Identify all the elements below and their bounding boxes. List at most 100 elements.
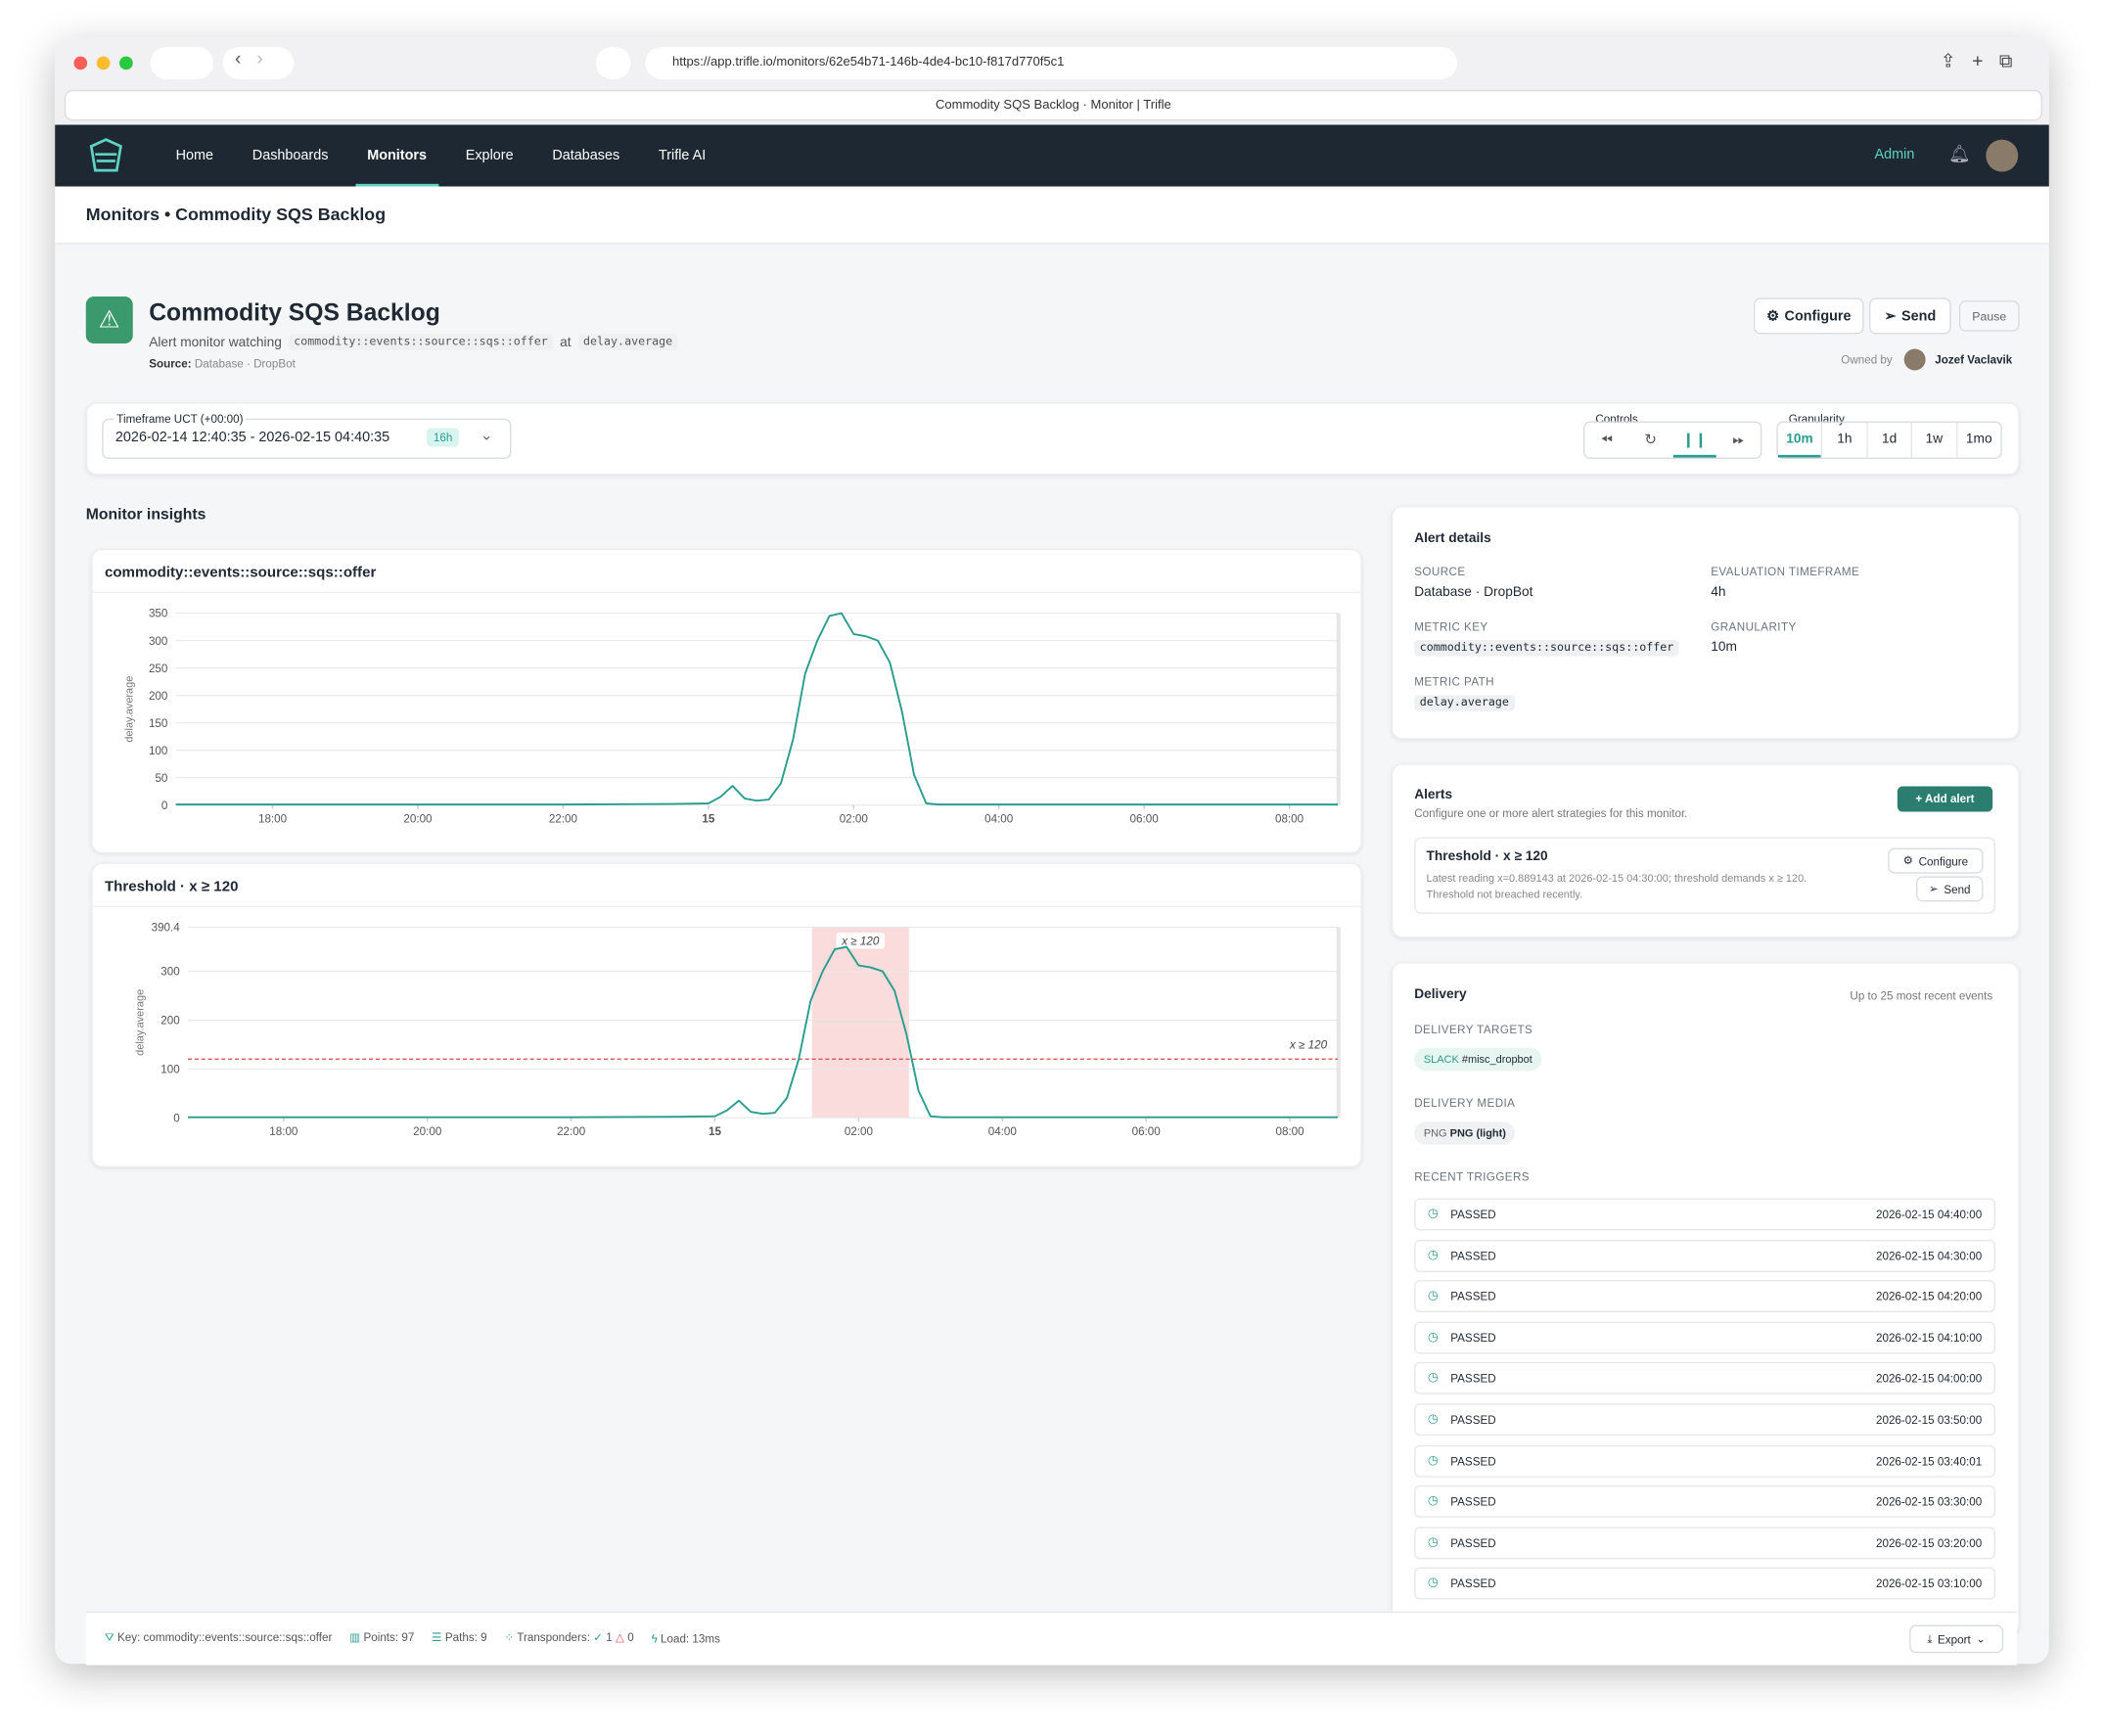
browser-actions[interactable]: ⇪+⧉	[1940, 49, 2030, 71]
extension[interactable]	[595, 46, 631, 79]
target: #misc_dropbot	[1461, 1053, 1532, 1066]
trigger-time: 2026-02-15 04:30:00	[1875, 1249, 1983, 1262]
trigger-time: 2026-02-15 04:20:00	[1875, 1289, 1983, 1303]
trigger-time: 2026-02-15 03:40:01	[1875, 1453, 1983, 1468]
x-tick-label: 20:00	[413, 1125, 442, 1138]
configure-button[interactable]: ⚙︎ Configure	[1754, 297, 1864, 335]
chart-title: commodity::events::source::sqs::offer	[104, 565, 377, 581]
x-tick-label: 18:00	[269, 1125, 298, 1138]
status-icon: ◷	[1427, 1206, 1439, 1220]
trigger-time: 2026-02-15 04:00:00	[1875, 1371, 1983, 1386]
trigger-status: PASSED	[1450, 1371, 1496, 1386]
granularity-option[interactable]: 1w	[1910, 422, 1956, 458]
nav-arrows[interactable]: ‹ ›	[222, 46, 295, 79]
timeframe-range: 2026-02-14 12:40:35 - 2026-02-15 04:40:3…	[114, 429, 390, 446]
x-tick-label: 20:00	[403, 813, 433, 826]
target-type: SLACK	[1423, 1053, 1459, 1066]
trigger-row: ◷ PASSED 2026-02-15 03:40:01	[1414, 1444, 1995, 1478]
status-icon: ◷	[1427, 1534, 1439, 1549]
card-title: Delivery	[1414, 987, 1467, 1003]
divider	[91, 905, 1361, 907]
send-button[interactable]: ➢ Send	[1869, 297, 1951, 335]
granularity: 10m 1h 1d 1w 1mo	[1776, 421, 2002, 459]
timeframe-badge: 16h	[427, 428, 460, 447]
granularity-option[interactable]: 1h	[1821, 422, 1866, 458]
button-label: Export	[1938, 1632, 1971, 1646]
add-alert-button[interactable]: + Add alert	[1897, 786, 1993, 812]
sidebar-toggle[interactable]	[150, 46, 214, 79]
alert-item	[1414, 837, 1995, 914]
field-value: Database · DropBot	[1414, 584, 1533, 600]
owner-avatar	[1903, 348, 1926, 371]
delivery-note: Up to 25 most recent events	[1850, 988, 1993, 1003]
plot-edge	[1336, 927, 1341, 1119]
trigger-time: 2026-02-15 03:10:00	[1875, 1576, 1983, 1591]
monitor-title: Commodity SQS Backlog	[149, 298, 440, 327]
breach-label: x ≥ 120	[841, 935, 880, 947]
threshold-label: x ≥ 120	[1289, 1038, 1328, 1051]
data-line	[187, 945, 1339, 1119]
breadcrumb-bar	[55, 186, 2049, 245]
alert-item-status: Threshold not breached recently.	[1426, 888, 1583, 901]
url-bar[interactable]: https://app.trifle.io/monitors/62e54b71-…	[645, 46, 1458, 79]
divider	[91, 591, 1361, 594]
pause-button[interactable]: Pause	[1958, 300, 2020, 332]
admin-link[interactable]: Admin	[1874, 146, 1915, 162]
granularity-option[interactable]: 1mo	[1955, 422, 2001, 458]
footer-stats: ⛛ Key: commodity::events::source::sqs::o…	[105, 1630, 720, 1645]
transponders: Transponders:	[517, 1629, 590, 1644]
x-tick-label: 22:00	[557, 1125, 586, 1138]
section-label: DELIVERY TARGETS	[1414, 1022, 1533, 1036]
avatar[interactable]	[1986, 139, 2019, 172]
forward[interactable]: ⏩︎	[1732, 432, 1745, 448]
granularity-option[interactable]: 10m	[1778, 423, 1821, 458]
button-label: Send	[1944, 882, 1971, 896]
footer-points: ▥ Points: 97	[349, 1629, 415, 1644]
nav-item[interactable]: Explore	[465, 147, 514, 164]
rewind[interactable]: ⏪︎	[1600, 432, 1613, 448]
nav-item[interactable]: Monitors	[355, 125, 438, 187]
paths: Paths: 9	[444, 1629, 487, 1644]
nav-item[interactable]: Databases	[552, 147, 620, 164]
nav-item[interactable]: Home	[175, 147, 214, 164]
source-line: Source: Database · DropBot	[149, 357, 296, 371]
media: PNG (light)	[1449, 1126, 1506, 1140]
nav-item[interactable]: Trifle AI	[658, 147, 707, 164]
plot-edge	[1336, 613, 1341, 805]
trigger-status: PASSED	[1450, 1412, 1496, 1427]
source: Database · DropBot	[194, 356, 296, 371]
alert-item-text: Latest reading x=0.889143 at 2026-02-15 …	[1426, 872, 1807, 885]
nav-item[interactable]: Dashboards	[252, 147, 329, 164]
close-button[interactable]	[73, 56, 88, 70]
tab[interactable]: Commodity SQS Backlog · Monitor | Trifle	[64, 89, 2042, 121]
configure-button[interactable]: ⚙︎ Configure	[1888, 847, 1984, 874]
refresh[interactable]: ↻	[1644, 432, 1658, 448]
minimize-button[interactable]	[96, 56, 111, 70]
alert-item-title: Threshold · x ≥ 120	[1426, 848, 1548, 865]
button-label: Configure	[1918, 853, 1969, 868]
button-label: Add alert	[1925, 791, 1975, 805]
status-icon: ◷	[1427, 1329, 1439, 1344]
status-icon: ◷	[1427, 1452, 1439, 1467]
x-tick-label: 04:00	[988, 1125, 1018, 1138]
metric-key: commodity::events::source::sqs::offer	[288, 334, 554, 350]
button-label: Send	[1901, 307, 1937, 325]
export-button[interactable]: ⤓ Export ⌄	[1909, 1624, 2004, 1654]
pause[interactable]: ❙❙	[1672, 423, 1717, 458]
dropdown-caret[interactable]: ⌄	[480, 428, 493, 444]
x-tick-label: 22:00	[549, 813, 578, 826]
load: Load: 13ms	[661, 1630, 720, 1645]
chart-title: Threshold · x ≥ 120	[104, 879, 239, 895]
card-subtitle: Configure one or more alert strategies f…	[1414, 806, 1688, 820]
footer-paths: ☰ Paths: 9	[432, 1629, 487, 1644]
trigger-status: PASSED	[1450, 1535, 1496, 1550]
logo[interactable]	[86, 135, 126, 175]
trigger-status: PASSED	[1450, 1453, 1496, 1468]
granularity-option[interactable]: 1d	[1866, 422, 1911, 458]
field-label: GRANULARITY	[1711, 619, 1797, 634]
send-button[interactable]: ➢ Send	[1916, 876, 1984, 902]
maximize-button[interactable]	[119, 56, 133, 70]
footer-key: ⛛ Key: commodity::events::source::sqs::o…	[104, 1629, 333, 1644]
notifications[interactable]: 🔔︎	[1947, 143, 1971, 164]
